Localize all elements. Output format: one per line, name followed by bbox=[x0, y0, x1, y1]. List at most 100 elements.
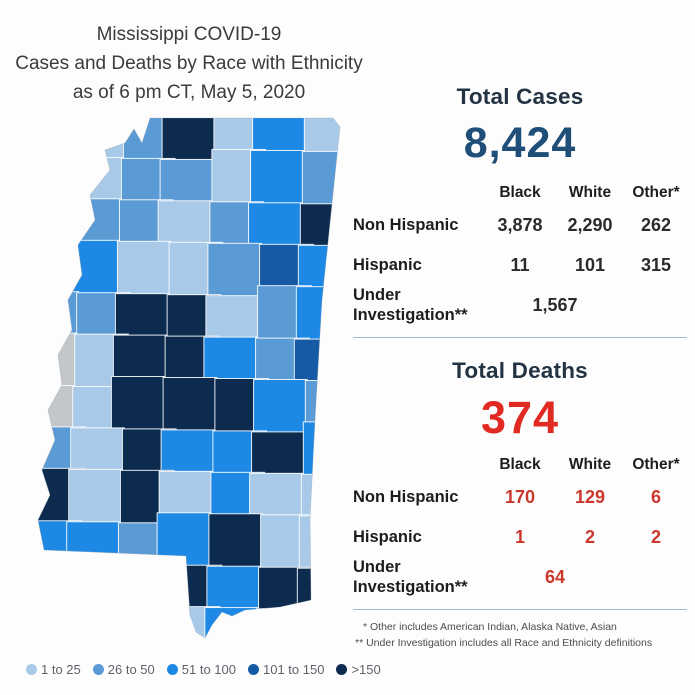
county-cell[interactable] bbox=[204, 607, 260, 658]
deaths-hispanic-black: 1 bbox=[514, 526, 525, 547]
county-cell[interactable] bbox=[68, 468, 123, 524]
page-title: Mississippi COVID-19 Cases and Deaths by… bbox=[6, 20, 372, 107]
deaths-ui-label-line2: Investigation** bbox=[353, 578, 468, 596]
deaths-table: Black White Other* Non Hispanic 170 129 … bbox=[353, 448, 687, 597]
county-cell[interactable] bbox=[113, 605, 169, 658]
cases-hispanic-other: 315 bbox=[640, 254, 672, 275]
county-cell[interactable] bbox=[30, 603, 79, 657]
legend-label: >150 bbox=[351, 662, 381, 677]
county-cell[interactable] bbox=[116, 240, 172, 296]
legend-item: 26 to 50 bbox=[92, 662, 155, 677]
legend-label: 1 to 25 bbox=[41, 662, 81, 677]
cases-column-header-black: Black bbox=[499, 184, 541, 201]
cases-table: Black White Other* Non Hispanic 3,878 2,… bbox=[353, 176, 687, 325]
county-cell[interactable] bbox=[295, 286, 350, 341]
footnotes: * Other includes American Indian, Alaska… bbox=[353, 619, 687, 651]
deaths-column-header-black: Black bbox=[499, 456, 541, 473]
county-cell[interactable] bbox=[77, 562, 132, 618]
deaths-row-label-non-hispanic: Non Hispanic bbox=[353, 488, 459, 506]
legend-color-dot bbox=[26, 664, 37, 675]
county-shapes[interactable] bbox=[30, 113, 350, 658]
title-line-2: Cases and Deaths by Race with Ethnicity bbox=[15, 53, 363, 74]
cases-row-label-hispanic: Hispanic bbox=[353, 256, 422, 274]
legend-label: 101 to 150 bbox=[262, 662, 325, 677]
legend-color-dot bbox=[247, 664, 259, 675]
cases-column-header-white: White bbox=[568, 184, 612, 201]
cases-ui-label-line2: Investigation** bbox=[353, 306, 468, 324]
state-outline bbox=[37, 117, 341, 639]
deaths-ui-label-line1: Under bbox=[353, 558, 401, 576]
cases-ui-label-line1: Under bbox=[353, 286, 401, 304]
deaths-column-header-white: White bbox=[568, 456, 612, 473]
county-cell[interactable] bbox=[208, 513, 264, 568]
legend-item: 1 to 25 bbox=[26, 662, 81, 677]
deaths-non-hispanic-white: 129 bbox=[574, 486, 606, 507]
county-cell[interactable] bbox=[30, 197, 84, 252]
cases-row-label-under-investigation: Under Investigation** bbox=[353, 285, 485, 325]
deaths-row-label-under-investigation: Under Investigation** bbox=[353, 557, 485, 597]
legend-color-dot bbox=[336, 664, 348, 675]
county-cell[interactable] bbox=[162, 377, 218, 432]
county-cell[interactable] bbox=[75, 604, 130, 658]
stats-panel: Total Cases 8,424 Black White Other* Non… bbox=[353, 84, 687, 651]
county-cell[interactable] bbox=[30, 113, 75, 158]
county-cell[interactable] bbox=[71, 113, 126, 159]
deaths-hispanic-other: 2 bbox=[650, 526, 661, 547]
cases-under-investigation-value: 1,567 bbox=[532, 294, 578, 315]
deaths-non-hispanic-black: 170 bbox=[504, 486, 536, 507]
deaths-column-header-other: Other* bbox=[632, 456, 680, 473]
footnote-under-investigation: ** Under Investigation includes all Race… bbox=[355, 637, 653, 649]
county-cell[interactable] bbox=[30, 332, 78, 387]
county-cell[interactable] bbox=[31, 155, 86, 211]
county-cell[interactable] bbox=[256, 608, 311, 658]
county-cell[interactable] bbox=[296, 567, 350, 623]
county-cell[interactable] bbox=[156, 512, 212, 567]
cases-non-hispanic-other: 262 bbox=[640, 214, 672, 235]
county-cell[interactable] bbox=[301, 150, 350, 206]
mississippi-choropleth-map[interactable] bbox=[30, 113, 350, 658]
county-cell[interactable] bbox=[294, 609, 349, 658]
county-cell[interactable] bbox=[298, 515, 350, 570]
title-line-3: as of 6 pm CT, May 5, 2020 bbox=[72, 82, 306, 103]
cases-hispanic-white: 101 bbox=[574, 254, 606, 275]
county-cell[interactable] bbox=[110, 376, 166, 431]
cases-column-header-other: Other* bbox=[632, 184, 680, 201]
cases-ui-spacer bbox=[625, 285, 687, 325]
legend-color-dot bbox=[92, 664, 104, 675]
cases-hispanic-black: 11 bbox=[510, 254, 530, 275]
county-cell[interactable] bbox=[302, 421, 350, 476]
deaths-non-hispanic-other: 6 bbox=[650, 486, 661, 507]
section-divider-top bbox=[353, 337, 687, 338]
legend-item: 101 to 150 bbox=[247, 662, 325, 677]
section-divider-bottom bbox=[353, 609, 687, 610]
deaths-row-label-hispanic: Hispanic bbox=[353, 528, 422, 546]
county-cell[interactable] bbox=[250, 149, 305, 205]
cases-row-label-non-hispanic: Non Hispanic bbox=[353, 216, 459, 234]
legend-item: 51 to 100 bbox=[166, 662, 236, 677]
county-cell[interactable] bbox=[30, 561, 81, 617]
total-deaths-value: 374 bbox=[480, 392, 560, 443]
cases-non-hispanic-white: 2,290 bbox=[567, 214, 613, 235]
cases-header-spacer bbox=[353, 176, 485, 205]
county-cell[interactable] bbox=[65, 239, 120, 295]
county-cell[interactable] bbox=[161, 113, 217, 161]
county-cell[interactable] bbox=[207, 242, 263, 298]
deaths-under-investigation-value: 64 bbox=[544, 566, 566, 587]
total-cases-heading: Total Cases bbox=[456, 84, 584, 109]
county-cell[interactable] bbox=[66, 521, 121, 576]
deaths-header-spacer bbox=[353, 448, 485, 477]
deaths-ui-spacer bbox=[625, 557, 687, 597]
deaths-hispanic-white: 2 bbox=[584, 526, 595, 547]
title-line-1: Mississippi COVID-19 bbox=[96, 24, 282, 45]
county-cell[interactable] bbox=[115, 563, 171, 619]
cases-non-hispanic-black: 3,878 bbox=[497, 214, 543, 235]
legend-item: >150 bbox=[336, 662, 381, 677]
map-legend: 1 to 25 26 to 50 51 to 100 101 to 150 >150 bbox=[26, 662, 381, 677]
legend-color-dot bbox=[166, 664, 178, 675]
legend-label: 26 to 50 bbox=[107, 662, 155, 677]
county-cell[interactable] bbox=[253, 379, 308, 434]
footnote-other: * Other includes American Indian, Alaska… bbox=[363, 621, 617, 633]
map-svg[interactable] bbox=[30, 113, 350, 658]
total-deaths-heading: Total Deaths bbox=[452, 358, 588, 383]
